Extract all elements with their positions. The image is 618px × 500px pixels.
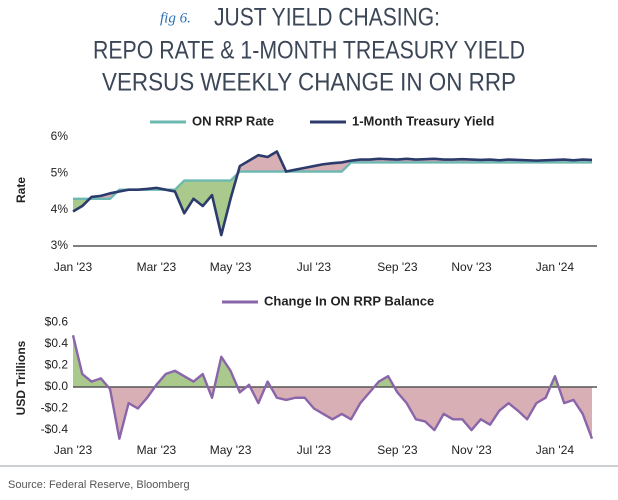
x-tick-label: Jan '23	[54, 443, 93, 457]
y-tick-label: -$0.4	[41, 422, 69, 436]
y-tick-label: $0.4	[45, 336, 69, 350]
x-tick-label: Jul '23	[297, 260, 332, 274]
y-axis-title: Rate	[14, 177, 28, 203]
legend-label: ON RRP Rate	[192, 113, 274, 128]
title-line: JUST YIELD CHASING:	[214, 4, 440, 32]
title-line: REPO RATE & 1-MONTH TREASURY YIELD	[93, 37, 525, 65]
source: Source: Federal Reserve, Bloomberg	[8, 479, 190, 491]
x-tick-label: Sep '23	[377, 443, 418, 457]
y-tick-label: $0.0	[45, 379, 69, 393]
y-tick-label: 4%	[51, 202, 69, 216]
x-tick-label: May '23	[210, 260, 252, 274]
legend-label: 1-Month Treasury Yield	[352, 113, 494, 128]
y-tick-label: $0.2	[45, 358, 69, 372]
x-tick-label: Mar '23	[137, 443, 177, 457]
figure-label: fig 6.	[160, 10, 191, 26]
x-tick-label: Nov '23	[451, 260, 492, 274]
y-tick-label: 5%	[51, 166, 69, 180]
legend-label: Change In ON RRP Balance	[264, 293, 434, 308]
y-tick-label: 3%	[51, 238, 69, 252]
y-tick-label: 6%	[51, 129, 69, 143]
x-tick-label: Jan '24	[536, 443, 575, 457]
x-tick-label: Jan '23	[54, 260, 93, 274]
series-line	[71, 334, 594, 440]
x-tick-label: Jan '24	[536, 260, 575, 274]
x-tick-label: Jul '23	[297, 443, 332, 457]
x-tick-label: Nov '23	[451, 443, 492, 457]
shade-below	[73, 151, 592, 199]
y-tick-label: -$0.2	[41, 401, 69, 415]
x-tick-label: May '23	[210, 443, 252, 457]
y-axis-title: USD Trillions	[14, 340, 28, 415]
shade-above	[73, 162, 592, 236]
y-tick-label: $0.6	[45, 314, 69, 328]
shade-above	[73, 335, 592, 387]
title-line: VERSUS WEEKLY CHANGE IN ON RRP	[102, 69, 516, 97]
series-line	[72, 150, 593, 237]
x-tick-label: Sep '23	[377, 260, 418, 274]
x-tick-label: Mar '23	[137, 260, 177, 274]
